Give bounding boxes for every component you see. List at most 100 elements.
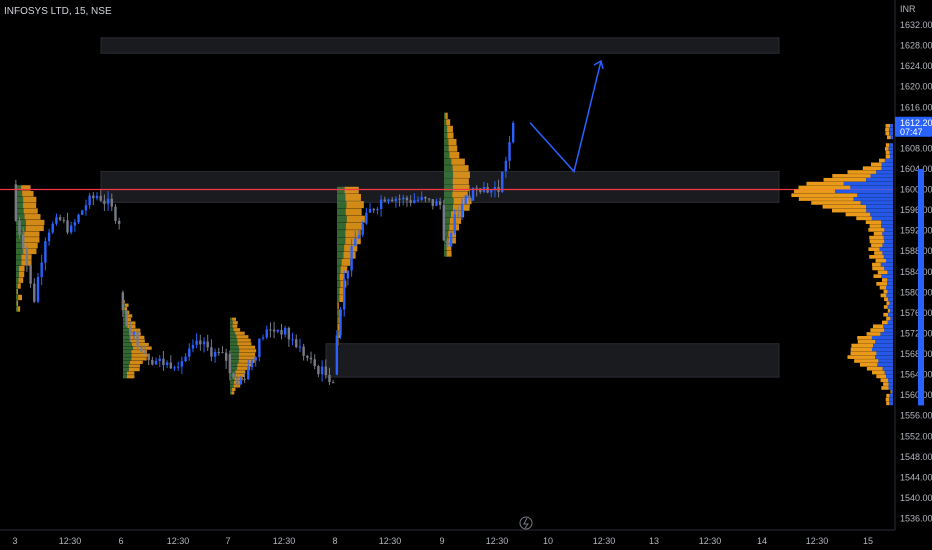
candle-body xyxy=(165,362,169,366)
vrvp-bar xyxy=(886,293,893,298)
vrvp-bar xyxy=(886,401,890,406)
vrvp-bar xyxy=(888,382,893,386)
vrvp-bar xyxy=(881,220,893,224)
candle-body xyxy=(424,197,427,199)
vrvp-bar xyxy=(876,351,893,356)
session-profile-bar xyxy=(126,314,133,318)
session-profile-bar xyxy=(345,208,362,216)
candle-body xyxy=(431,199,434,206)
vrvp-bar xyxy=(872,324,884,329)
session-profile-bar xyxy=(231,391,235,395)
session-profile-bar xyxy=(446,119,451,126)
session-profile-bar xyxy=(16,260,22,266)
session-profile-bar xyxy=(453,171,470,178)
vrvp-bar xyxy=(873,231,883,236)
session-profile-bar xyxy=(452,178,469,185)
vrvp-bar xyxy=(870,212,893,217)
vrvp-bar xyxy=(886,393,890,398)
session-profile-bar xyxy=(337,193,346,201)
x-tick-label: 6 xyxy=(118,536,123,546)
vrvp-bar xyxy=(885,154,891,159)
session-profile-bar xyxy=(444,184,453,192)
candle-body xyxy=(132,331,136,335)
session-profile-bar xyxy=(123,317,126,322)
session-profile-bar xyxy=(337,302,339,310)
candles-layer xyxy=(14,121,515,388)
candle-body xyxy=(40,262,43,278)
candle-body xyxy=(243,378,246,380)
session-profile-bar xyxy=(18,294,23,301)
vrvp-bar xyxy=(811,201,861,205)
lightning-icon xyxy=(519,516,533,530)
x-tick-label: 3 xyxy=(12,536,17,546)
vrvp-bar xyxy=(868,247,880,251)
vrvp-bar xyxy=(888,297,893,302)
session-profile-bar xyxy=(339,273,345,281)
session-profile-bar xyxy=(125,317,132,322)
session-profile-bar xyxy=(16,283,18,289)
y-tick-label: 1548.00 xyxy=(900,452,932,462)
candle-body xyxy=(409,200,412,203)
candle-body xyxy=(18,220,21,235)
session-profile-bar xyxy=(448,145,458,152)
zones-layer xyxy=(100,37,780,378)
session-profile-bar xyxy=(444,138,449,146)
vrvp-bar xyxy=(884,370,893,375)
vrvp-bar xyxy=(832,174,871,178)
vrvp-bar xyxy=(883,305,888,309)
candle-body xyxy=(435,201,438,206)
session-profile-bar xyxy=(16,294,19,301)
current-price-tag xyxy=(895,116,932,137)
candle-body xyxy=(464,195,467,204)
candle-body xyxy=(202,341,206,345)
vrvp-bar xyxy=(879,158,885,163)
vrvp-bar xyxy=(889,301,893,305)
vrvp-bar xyxy=(878,359,893,363)
session-profile-bar xyxy=(123,339,131,343)
countdown-label: 07:47 xyxy=(900,127,923,137)
session-profile-bar xyxy=(24,231,40,237)
vrvp-bar xyxy=(847,170,877,174)
session-profile-bar xyxy=(123,357,132,361)
session-profile-bar xyxy=(23,242,38,249)
vrvp-bar xyxy=(890,135,893,140)
session-profile-bar xyxy=(337,230,346,237)
session-profile-bar xyxy=(238,359,255,363)
current-price-label: 1612.20 xyxy=(900,118,932,128)
candle-body xyxy=(331,382,335,384)
candle-body xyxy=(413,200,416,203)
x-tick-label: 12:30 xyxy=(273,536,296,546)
vrvp-bar xyxy=(881,274,893,278)
vrvp-bar xyxy=(888,312,893,317)
vrvp-bar xyxy=(873,343,893,348)
session-profile-bar xyxy=(24,237,40,243)
x-tick-label: 12:30 xyxy=(379,536,402,546)
vrvp-bar xyxy=(854,359,879,363)
session-profile-bar xyxy=(16,225,26,232)
vrvp-bar xyxy=(866,208,893,213)
session-profile-bar xyxy=(123,299,125,304)
session-profile-bar xyxy=(238,356,256,360)
session-profile-bar xyxy=(444,165,453,172)
session-profile-bar xyxy=(230,317,233,321)
candle-body xyxy=(114,206,117,221)
candle-body xyxy=(22,234,25,249)
session-profile-bar xyxy=(237,338,251,342)
session-profile-bar xyxy=(16,196,24,203)
zone-rect xyxy=(325,343,780,378)
x-tick-label: 12:30 xyxy=(167,536,190,546)
vrvp-bar xyxy=(885,123,891,128)
session-profile-bar xyxy=(16,271,19,278)
vrvp-bar xyxy=(886,301,890,305)
vrvp-bar xyxy=(806,181,844,186)
y-tick-label: 1540.00 xyxy=(900,493,932,503)
candle-body xyxy=(199,340,202,345)
candle-body xyxy=(117,220,121,224)
session-profile-bar xyxy=(123,310,126,314)
candle-body xyxy=(92,195,95,199)
y-tick-label: 1556.00 xyxy=(900,411,932,421)
session-profile-bar xyxy=(232,324,238,328)
session-profile-bar xyxy=(131,357,147,361)
